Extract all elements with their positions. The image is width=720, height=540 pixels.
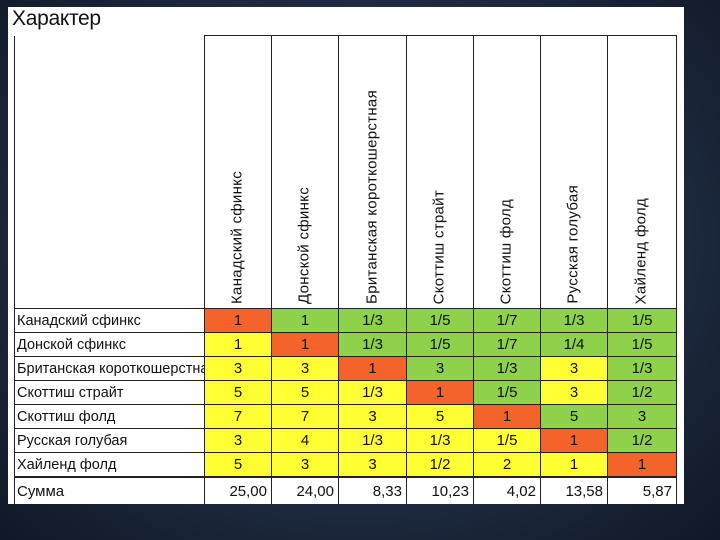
matrix-cell: 3 bbox=[204, 356, 272, 381]
matrix-cell: 1/5 bbox=[406, 308, 474, 333]
sum-cell: 8,33 bbox=[338, 476, 407, 504]
matrix-cell: 1 bbox=[607, 452, 677, 478]
table-row: Британская короткошерстная 3 3 1 3 1/3 3 1/3 bbox=[14, 356, 677, 381]
column-header-label: Скоттиш фолд bbox=[497, 198, 515, 304]
matrix-cell: 3 bbox=[338, 452, 407, 478]
matrix-cell: 1 bbox=[204, 308, 272, 333]
matrix-cell: 7 bbox=[204, 404, 272, 429]
matrix-cell: 1/5 bbox=[473, 380, 541, 405]
sum-label: Сумма bbox=[14, 476, 205, 504]
matrix-cell: 2 bbox=[473, 452, 541, 478]
table-row: Хайленд фолд 5 3 3 1/2 2 1 1 bbox=[14, 452, 677, 478]
row-label: Донской сфинкс bbox=[14, 332, 205, 357]
matrix-cell: 3 bbox=[271, 452, 339, 478]
table-row: Скоттиш страйт 5 5 1/3 1 1/5 3 1/2 bbox=[14, 380, 677, 405]
matrix-cell: 1/2 bbox=[406, 452, 474, 478]
matrix-cell: 1 bbox=[473, 404, 541, 429]
comparison-matrix: Канадский сфинкс Донской сфинкс Британская… bbox=[14, 35, 677, 504]
column-header-cell: Русская голубая bbox=[540, 35, 608, 309]
matrix-cell: 1/3 bbox=[540, 308, 608, 333]
column-header-label: Канадский сфинкс bbox=[228, 171, 246, 304]
sum-cell: 5,87 bbox=[607, 476, 677, 504]
matrix-cell: 3 bbox=[406, 356, 474, 381]
matrix-cell: 3 bbox=[271, 356, 339, 381]
column-header-cell: Британская короткошерстная bbox=[338, 35, 407, 309]
matrix-cell: 1/3 bbox=[607, 356, 677, 381]
row-label: Скоттиш фолд bbox=[14, 404, 205, 429]
column-header-label: Британская короткошерстная bbox=[363, 90, 381, 304]
row-label: Хайленд фолд bbox=[14, 452, 205, 478]
row-label: Скоттиш страйт bbox=[14, 380, 205, 405]
table-row: Донской сфинкс 1 1 1/3 1/5 1/7 1/4 1/5 bbox=[14, 332, 677, 357]
column-header-cell: Канадский сфинкс bbox=[204, 35, 272, 309]
matrix-cell: 1/4 bbox=[540, 332, 608, 357]
sum-row: Сумма 25,00 24,00 8,33 10,23 4,02 13,58 5,87 bbox=[14, 476, 677, 504]
table-row: Русская голубая 3 4 1/3 1/3 1/5 1 1/2 bbox=[14, 428, 677, 453]
matrix-cell: 1/3 bbox=[338, 428, 407, 453]
matrix-cell: 1 bbox=[540, 428, 608, 453]
column-header-cell: Донской сфинкс bbox=[271, 35, 339, 309]
matrix-cell: 1 bbox=[271, 308, 339, 333]
matrix-cell: 3 bbox=[204, 428, 272, 453]
sum-cell: 25,00 bbox=[204, 476, 272, 504]
matrix-cell: 1/7 bbox=[473, 332, 541, 357]
matrix-cell: 1/3 bbox=[473, 356, 541, 381]
matrix-cell: 1/5 bbox=[607, 308, 677, 333]
matrix-cell: 7 bbox=[271, 404, 339, 429]
matrix-cell: 1/5 bbox=[406, 332, 474, 357]
matrix-cell: 1 bbox=[338, 356, 407, 381]
column-header-label: Хайленд фолд bbox=[632, 197, 650, 304]
matrix-cell: 1/2 bbox=[607, 428, 677, 453]
matrix-cell: 3 bbox=[338, 404, 407, 429]
matrix-cell: 1/3 bbox=[338, 308, 407, 333]
header-row: Канадский сфинкс Донской сфинкс Британская… bbox=[14, 35, 677, 309]
sheet-title: Характер bbox=[12, 7, 101, 30]
matrix-cell: 1/3 bbox=[406, 428, 474, 453]
column-header-cell: Скоттиш страйт bbox=[406, 35, 474, 309]
matrix-cell: 1 bbox=[271, 332, 339, 357]
matrix-cell: 1/5 bbox=[473, 428, 541, 453]
column-header-cell: Хайленд фолд bbox=[607, 35, 677, 309]
table-row: Канадский сфинкс 1 1 1/3 1/5 1/7 1/3 1/5 bbox=[14, 308, 677, 333]
row-label: Русская голубая bbox=[14, 428, 205, 453]
matrix-cell: 5 bbox=[406, 404, 474, 429]
matrix-cell: 1 bbox=[204, 332, 272, 357]
matrix-cell: 1 bbox=[540, 452, 608, 478]
matrix-cell: 1/3 bbox=[338, 332, 407, 357]
matrix-cell: 3 bbox=[540, 356, 608, 381]
column-header-label: Скоттиш страйт bbox=[430, 189, 448, 304]
matrix-cell: 1/7 bbox=[473, 308, 541, 333]
matrix-cell: 5 bbox=[540, 404, 608, 429]
matrix-cell: 1 bbox=[406, 380, 474, 405]
column-header-label: Донской сфинкс bbox=[295, 186, 313, 304]
matrix-cell: 5 bbox=[204, 380, 272, 405]
sum-cell: 13,58 bbox=[540, 476, 608, 504]
row-label: Канадский сфинкс bbox=[14, 308, 205, 333]
spreadsheet-slide: Характер Канадский сфинкс Донской сфинкс Б… bbox=[8, 7, 684, 504]
matrix-cell: 1/2 bbox=[607, 380, 677, 405]
column-header-label: Русская голубая bbox=[564, 185, 582, 304]
matrix-cell: 5 bbox=[204, 452, 272, 478]
table-row: Скоттиш фолд 7 7 3 5 1 5 3 bbox=[14, 404, 677, 429]
matrix-cell: 1/3 bbox=[338, 380, 407, 405]
matrix-cell: 4 bbox=[271, 428, 339, 453]
sum-cell: 10,23 bbox=[406, 476, 474, 504]
matrix-cell: 3 bbox=[607, 404, 677, 429]
sum-cell: 24,00 bbox=[271, 476, 339, 504]
header-corner-cell bbox=[14, 35, 205, 309]
column-header-cell: Скоттиш фолд bbox=[473, 35, 541, 309]
sum-cell: 4,02 bbox=[473, 476, 541, 504]
matrix-cell: 1/5 bbox=[607, 332, 677, 357]
matrix-cell: 3 bbox=[540, 380, 608, 405]
row-label: Британская короткошерстная bbox=[14, 356, 205, 381]
matrix-cell: 5 bbox=[271, 380, 339, 405]
